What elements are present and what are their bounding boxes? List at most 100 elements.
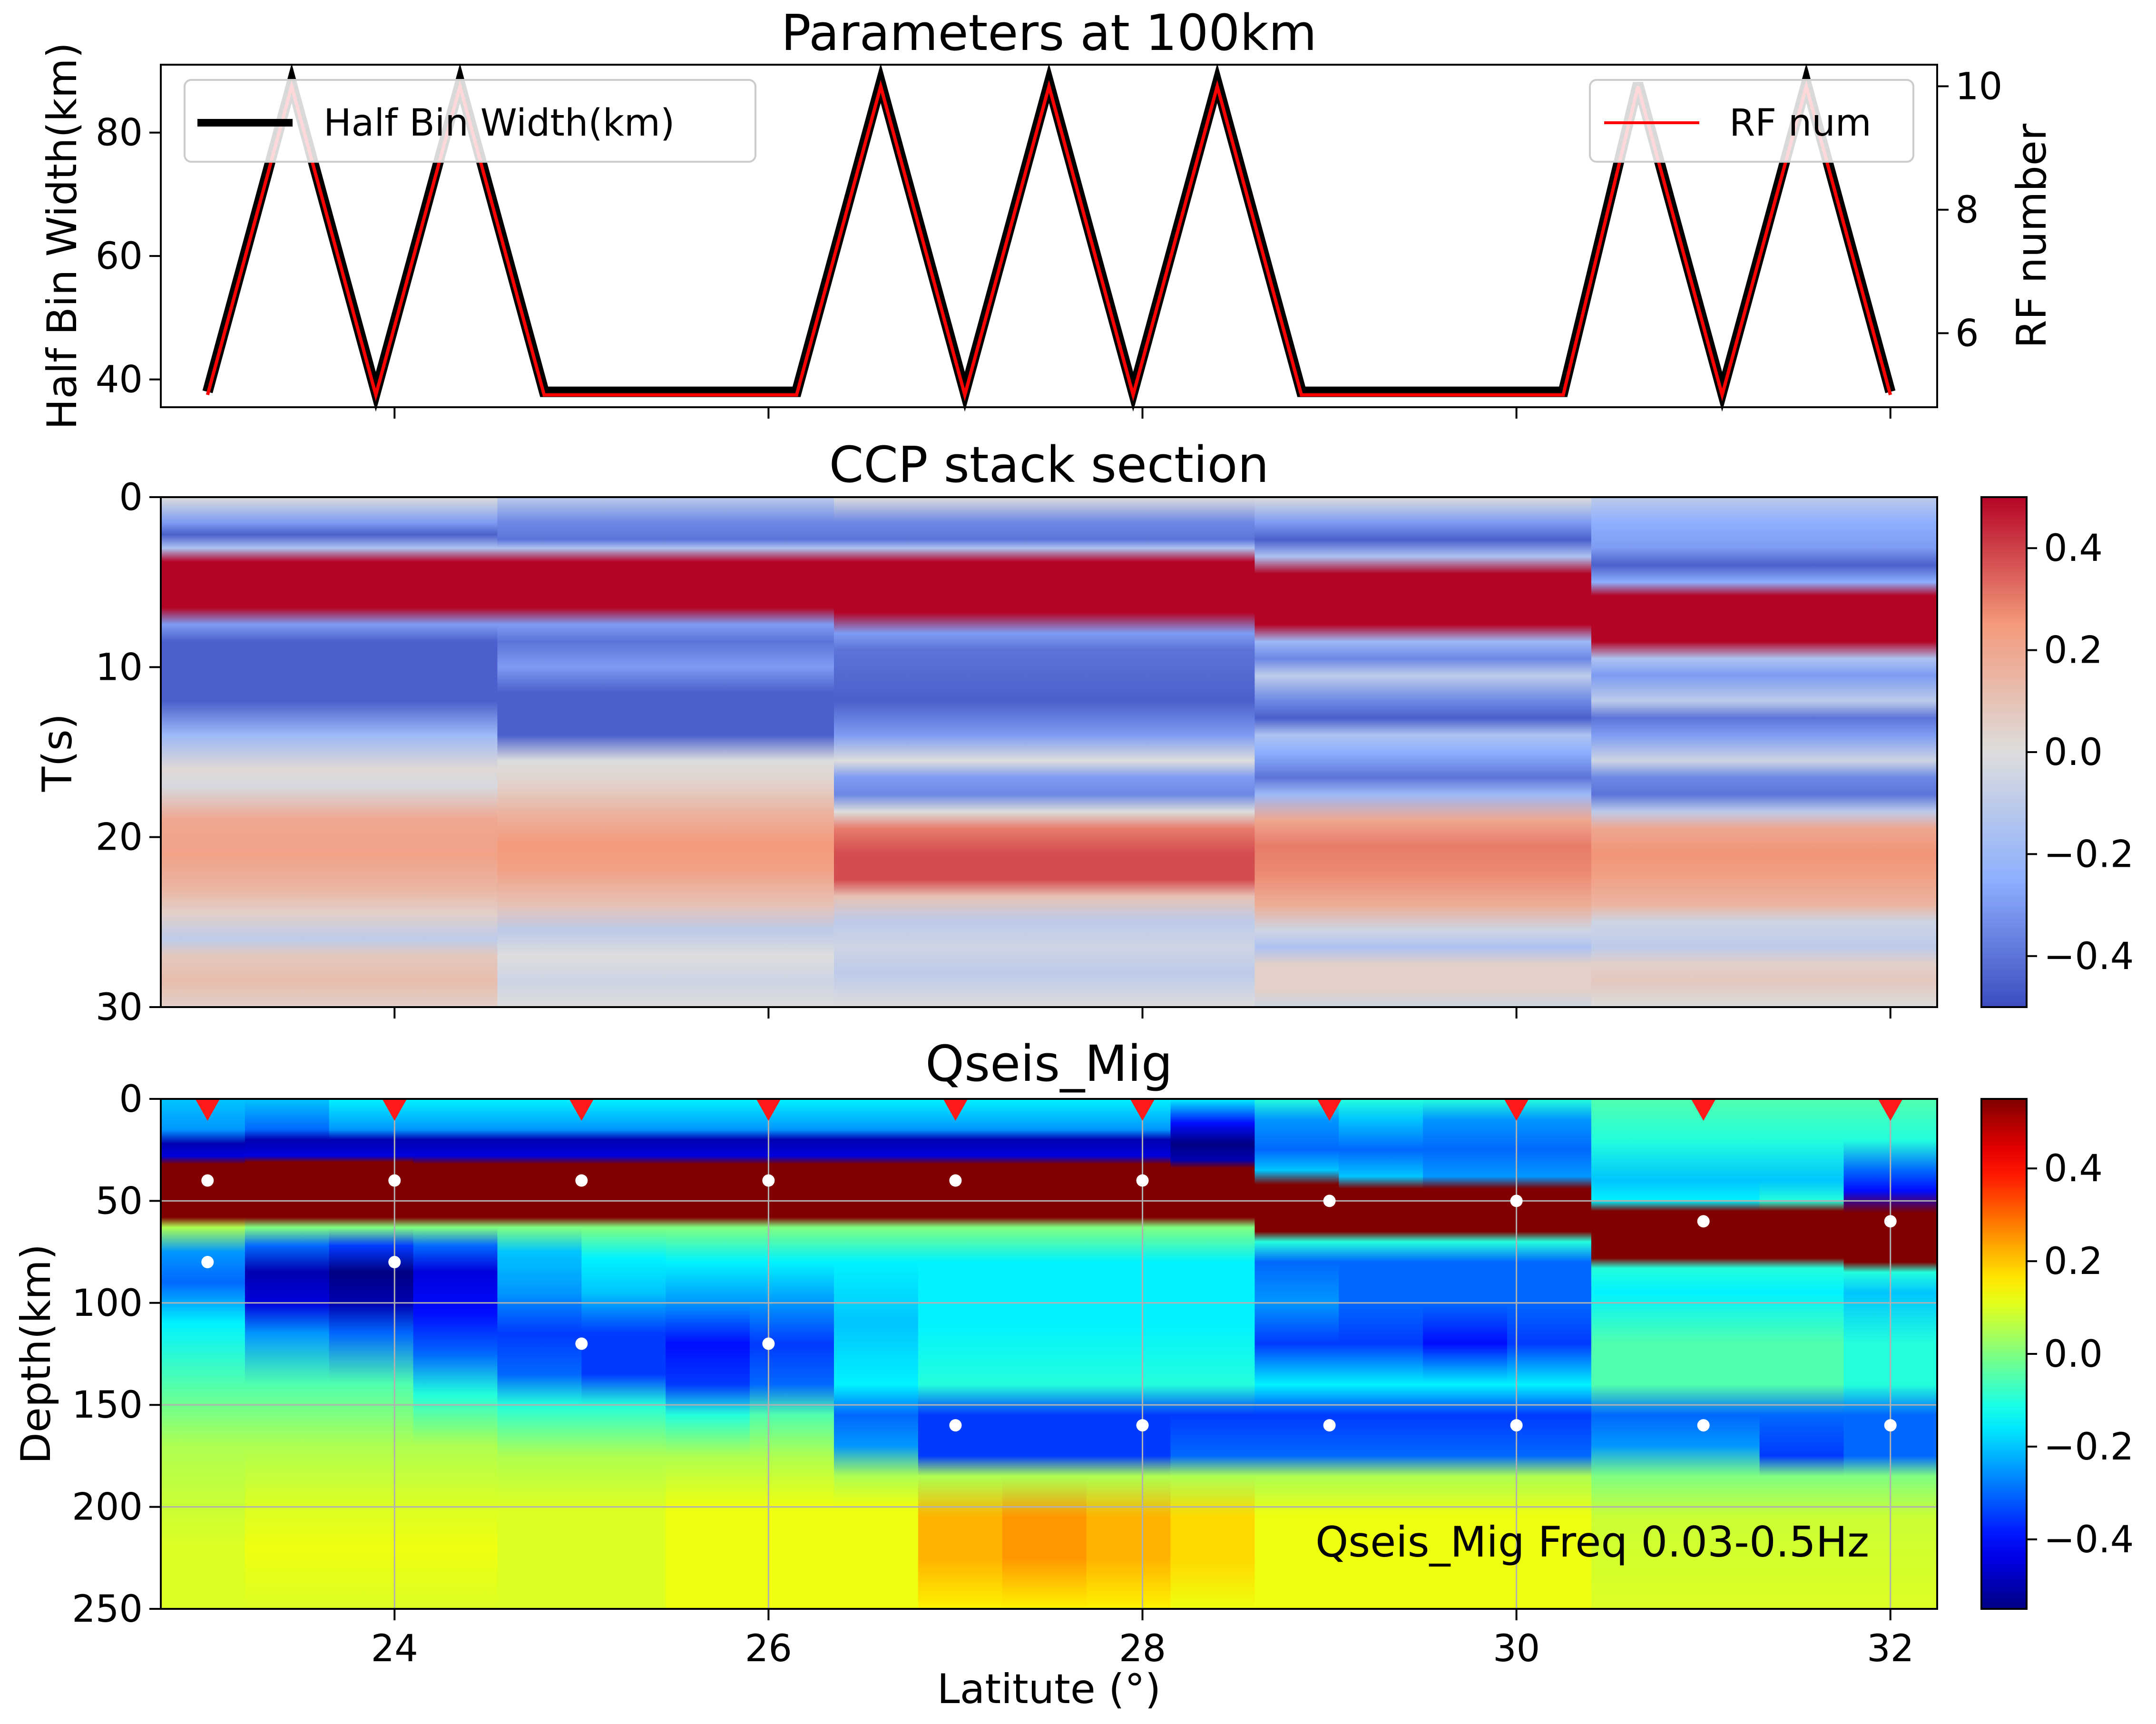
- qseis-xtick-label: 28: [1119, 1627, 1166, 1670]
- qseis-column: [1170, 1099, 1255, 1609]
- ccp-ytick-label: 20: [96, 816, 143, 859]
- panel3-title: Qseis_Mig: [925, 1035, 1173, 1093]
- white-dot-marker: [949, 1174, 962, 1187]
- colorbar-ccp: 0.4 0.2 0.0 −0.2 −0.4: [1980, 496, 2134, 1008]
- qseis-xtick-label: 30: [1493, 1627, 1540, 1670]
- qseis-ytick-label: 250: [72, 1588, 143, 1631]
- white-dot-marker: [1697, 1215, 1710, 1228]
- ccp-column: [1591, 497, 1938, 1007]
- ccp-ytick-label: 0: [119, 476, 143, 519]
- panel1-ytick-label: 80: [96, 112, 143, 155]
- station-marker: [382, 1099, 407, 1121]
- legend-left-box: [184, 79, 756, 163]
- qseis-xtick-label: 26: [745, 1627, 792, 1670]
- white-dot-marker: [1884, 1419, 1897, 1432]
- qseis-ytick-label: 0: [119, 1078, 143, 1121]
- white-dot-marker: [201, 1256, 214, 1269]
- qseis-column: [834, 1099, 919, 1609]
- qseis-ytick-label: 150: [72, 1384, 143, 1427]
- qseis-column: [413, 1099, 498, 1609]
- panel2-title: CCP stack section: [829, 436, 1269, 494]
- parameters-panel: Parameters at 100km 40 60 80 6 8 10 Half Bin …: [39, 4, 2056, 430]
- white-dot-marker: [1510, 1419, 1523, 1432]
- white-dot-marker: [388, 1174, 401, 1187]
- ccp-colorbar-label: 0.0: [2044, 731, 2103, 774]
- ccp-colorbar-label: −0.4: [2044, 935, 2134, 978]
- panel2-frame: [160, 496, 1938, 1008]
- qseis-ytick-label: 200: [72, 1486, 143, 1529]
- qseis-colorbar-label: 0.4: [2044, 1147, 2103, 1190]
- white-dot-marker: [762, 1174, 775, 1187]
- qseis-xtick-label: 32: [1867, 1627, 1914, 1670]
- panel2-ylabel: T(s): [34, 714, 81, 792]
- station-marker: [756, 1099, 781, 1121]
- ccp-ytick-label: 10: [96, 646, 143, 689]
- station-marker: [1878, 1099, 1903, 1121]
- qseis-xtick-label: 24: [371, 1627, 418, 1670]
- qseis-ytick-label: 50: [96, 1180, 143, 1223]
- series-line-rf-num: [206, 80, 1892, 402]
- panel1-ytick-right-label: 6: [1955, 312, 1979, 355]
- white-dot-marker: [1323, 1419, 1336, 1432]
- white-dot-marker: [1510, 1195, 1523, 1207]
- qseis-column: [1507, 1099, 1592, 1609]
- panel1-ytick-label: 40: [96, 359, 143, 402]
- station-marker: [1504, 1099, 1529, 1121]
- qseis-column: [1759, 1099, 1844, 1609]
- ccp-ytick-label: 30: [96, 986, 143, 1029]
- ccp-stack-panel: CCP stack section 0 10 20 30 T(s) 0.4 0.2 0.0…: [34, 436, 2134, 1029]
- station-marker: [1317, 1099, 1342, 1121]
- panel1-ylabel-right: RF number: [2008, 123, 2056, 348]
- qseis-column: [1002, 1099, 1087, 1609]
- panel3-ylabel: Depth(km): [12, 1244, 60, 1464]
- qseis-column: [1339, 1099, 1424, 1609]
- qseis-colorbar-label: 0.2: [2044, 1240, 2103, 1283]
- panel1-ytick-right-label: 10: [1955, 65, 2002, 108]
- white-dot-marker: [1884, 1215, 1897, 1228]
- ccp-column: [1254, 497, 1592, 1007]
- panel3-xlabel: Latitute (°): [937, 1665, 1161, 1713]
- panel1-ytick-label: 60: [96, 235, 143, 278]
- station-marker: [195, 1099, 220, 1121]
- qseis-column: [497, 1099, 582, 1609]
- qseis-colorbar-label: −0.4: [2044, 1518, 2134, 1561]
- station-marker: [943, 1099, 968, 1121]
- colorbar-qseis: 0.4 0.2 0.0 −0.2 −0.4: [1980, 1098, 2134, 1610]
- ccp-column: [834, 497, 1255, 1007]
- legend-right-label: RF num: [1729, 102, 1872, 145]
- qseis-column: [1675, 1099, 1760, 1609]
- qseis-column: [245, 1099, 330, 1609]
- qseis-column: [750, 1099, 834, 1609]
- white-dot-marker: [1136, 1174, 1149, 1187]
- legend-right-box: [1589, 79, 1914, 163]
- qseis-column: [329, 1099, 414, 1609]
- qseis-colorbar-bar: [1980, 1098, 2028, 1610]
- white-dot-marker: [388, 1256, 401, 1269]
- station-marker: [1130, 1099, 1155, 1121]
- ccp-column: [161, 497, 498, 1007]
- white-dot-marker: [1136, 1419, 1149, 1432]
- station-marker: [569, 1099, 594, 1121]
- qseis-column: [1086, 1099, 1171, 1609]
- white-dot-marker: [762, 1337, 775, 1350]
- qseis-column: [161, 1099, 245, 1609]
- qseis-colorbar-label: −0.2: [2044, 1426, 2134, 1469]
- ccp-colorbar-label: −0.2: [2044, 833, 2134, 876]
- white-dot-marker: [575, 1174, 588, 1187]
- legend-left: Half Bin Width(km): [184, 79, 756, 163]
- qseis-column: [918, 1099, 1003, 1609]
- qseis-mig-panel: Qseis_Mig 0 50 100 150 200 250 24 26 28 30 32 Dept…: [12, 1035, 2134, 1713]
- white-dot-marker: [201, 1174, 214, 1187]
- legend-left-label: Half Bin Width(km): [323, 102, 675, 145]
- qseis-column: [581, 1099, 666, 1609]
- ccp-colorbar-bar: [1980, 496, 2028, 1008]
- qseis-column: [1591, 1099, 1676, 1609]
- panel1-ylabel: Half Bin Width(km): [39, 42, 86, 430]
- white-dot-marker: [575, 1337, 588, 1350]
- qseis-ytick-label: 100: [72, 1282, 143, 1325]
- white-dot-marker: [949, 1419, 962, 1432]
- qseis-column: [1254, 1099, 1340, 1609]
- white-dot-marker: [1323, 1195, 1336, 1207]
- station-marker: [1691, 1099, 1716, 1121]
